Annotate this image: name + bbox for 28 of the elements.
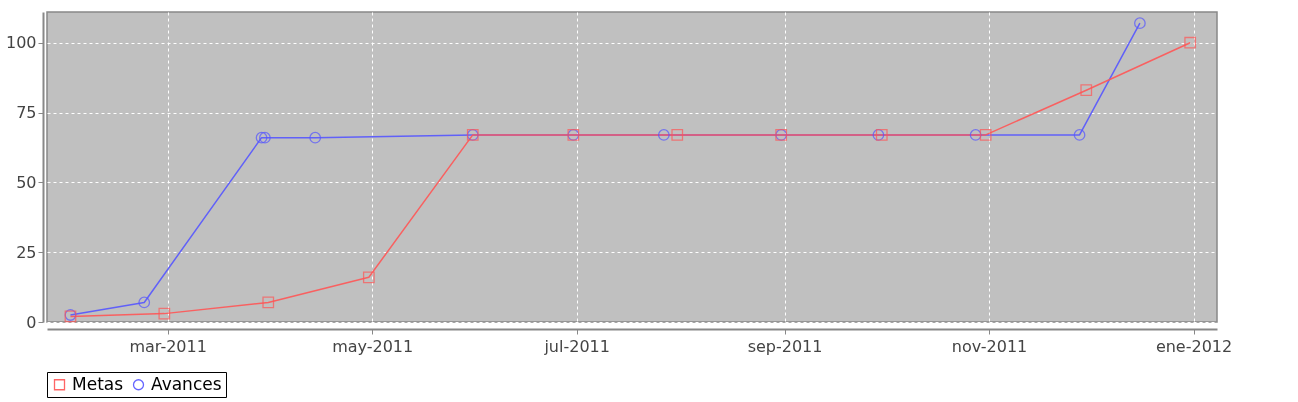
x-tick-label: sep-2011 — [747, 336, 823, 356]
legend-label: Avances — [151, 373, 222, 394]
x-tick-label: nov-2011 — [951, 336, 1028, 356]
y-tick-label: 100 — [5, 33, 37, 53]
x-tick-label: ene-2012 — [1155, 336, 1233, 356]
point — [979, 128, 992, 141]
point — [671, 128, 684, 141]
point — [1184, 36, 1197, 49]
x-tick-label: mar-2011 — [129, 336, 207, 356]
y-tick-label: 75 — [16, 103, 37, 123]
point — [309, 131, 322, 144]
point — [1080, 84, 1093, 97]
y-tick-label: 25 — [16, 242, 37, 262]
point — [259, 131, 271, 144]
point — [255, 131, 268, 144]
legend-label: Metas — [72, 373, 124, 394]
y-tick-label: 0 — [26, 312, 37, 332]
point — [362, 271, 375, 284]
y-tick-label: 50 — [16, 172, 37, 192]
point — [262, 296, 275, 309]
point — [138, 296, 151, 309]
point — [158, 307, 171, 320]
point — [1073, 129, 1086, 141]
x-tick-label: jul-2011 — [543, 336, 610, 356]
x-tick-label: may-2011 — [332, 336, 414, 356]
point — [1134, 17, 1146, 30]
point — [969, 129, 982, 141]
point — [657, 129, 670, 141]
